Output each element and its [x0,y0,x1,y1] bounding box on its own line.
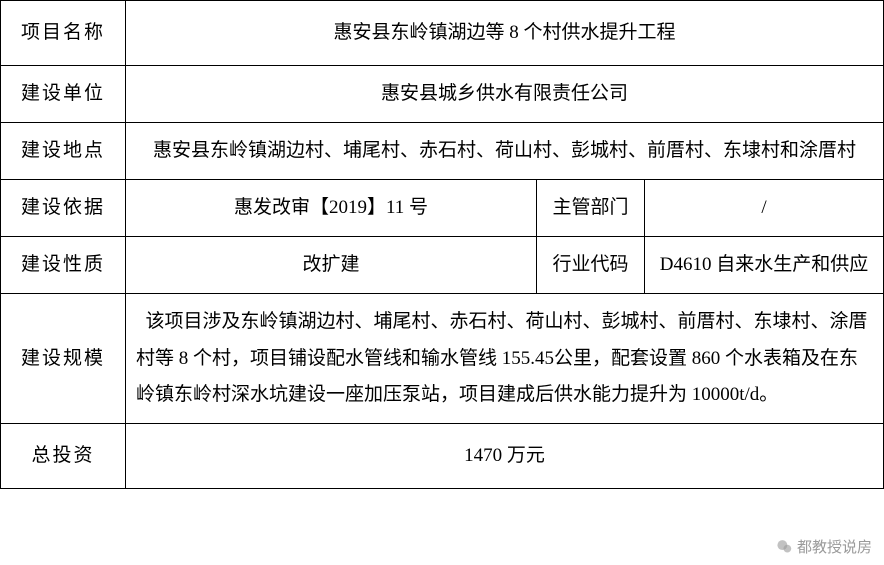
wechat-icon [776,538,793,555]
label-construction-basis: 建设依据 [1,180,126,237]
label-project-name: 项目名称 [1,1,126,66]
label-authority: 主管部门 [537,180,645,237]
watermark: 都教授说房 [776,536,872,557]
value-construction-scale: 该项目涉及东岭镇湖边村、埔尾村、赤石村、荷山村、彭城村、前厝村、东埭村、涂厝村等… [126,294,884,423]
label-construction-location: 建设地点 [1,123,126,180]
value-authority: / [645,180,884,237]
table-row: 总投资 1470 万元 [1,423,884,488]
table-row: 建设单位 惠安县城乡供水有限责任公司 [1,66,884,123]
value-project-name: 惠安县东岭镇湖边等 8 个村供水提升工程 [126,1,884,66]
label-construction-unit: 建设单位 [1,66,126,123]
value-construction-nature: 改扩建 [126,237,537,294]
table-row: 建设地点 惠安县东岭镇湖边村、埔尾村、赤石村、荷山村、彭城村、前厝村、东埭村和涂… [1,123,884,180]
label-construction-scale: 建设规模 [1,294,126,423]
label-construction-nature: 建设性质 [1,237,126,294]
table-row: 建设依据 惠发改审【2019】11 号 主管部门 / [1,180,884,237]
value-construction-basis: 惠发改审【2019】11 号 [126,180,537,237]
value-total-investment: 1470 万元 [126,423,884,488]
watermark-text: 都教授说房 [797,536,872,557]
value-construction-location: 惠安县东岭镇湖边村、埔尾村、赤石村、荷山村、彭城村、前厝村、东埭村和涂厝村 [126,123,884,180]
table-row: 建设性质 改扩建 行业代码 D4610 自来水生产和供应 [1,237,884,294]
project-info-table: 项目名称 惠安县东岭镇湖边等 8 个村供水提升工程 建设单位 惠安县城乡供水有限… [0,0,884,489]
value-industry-code: D4610 自来水生产和供应 [645,237,884,294]
table-row: 项目名称 惠安县东岭镇湖边等 8 个村供水提升工程 [1,1,884,66]
table-row: 建设规模 该项目涉及东岭镇湖边村、埔尾村、赤石村、荷山村、彭城村、前厝村、东埭村… [1,294,884,423]
value-construction-unit: 惠安县城乡供水有限责任公司 [126,66,884,123]
label-industry-code: 行业代码 [537,237,645,294]
label-total-investment: 总投资 [1,423,126,488]
